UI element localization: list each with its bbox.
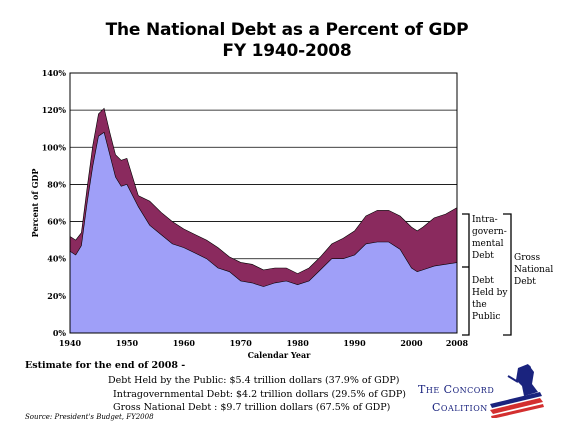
x-tick-label: 2000 — [400, 338, 423, 348]
y-axis-label: Percent of GDP — [30, 169, 40, 238]
y-tick-labels: 0% 20% 40% 60% 80% 100% 120% 140% — [42, 68, 67, 338]
x-tick-label: 1940 — [59, 338, 82, 348]
x-tick-label: 2008 — [446, 338, 469, 348]
estimate-heading: Estimate for the end of 2008 - — [25, 360, 186, 371]
annotation-gross-national-debt: Gross National Debt — [514, 253, 553, 287]
bracket-gross — [503, 213, 512, 336]
y-tick-label: 60% — [47, 217, 66, 227]
estimate-gross: Gross National Debt : $9.7 trillion doll… — [113, 402, 391, 413]
source-note: Source: President's Budget, FY2008 — [25, 413, 154, 421]
x-axis-label: Calendar Year — [248, 350, 312, 360]
annotation-line: mental — [472, 239, 504, 249]
bracket-intragov-public — [462, 213, 470, 336]
annotation-line: Public — [472, 312, 500, 322]
x-tick-label: 1980 — [287, 338, 310, 348]
debt-chart: 0%20%40%60%80%100%120%140% 1940 1950 1960 1… — [30, 68, 553, 360]
x-tick-label: 1960 — [173, 338, 196, 348]
plot-frame — [69, 72, 458, 334]
annotation-line: govern- — [472, 227, 507, 237]
y-tick-label: 0% — [53, 328, 67, 338]
x-tick-labels: 1940 1950 1960 1970 1980 1990 2000 2008 — [59, 338, 469, 348]
estimate-public: Debt Held by the Public: $5.4 trillion d… — [108, 375, 400, 386]
x-tick-label: 1970 — [230, 338, 253, 348]
logo-text-line1: The Concord — [418, 383, 495, 396]
estimate-intragov: Intragovernmental Debt: $4.2 trillion do… — [113, 389, 406, 400]
minuteman-flag-icon — [490, 364, 544, 418]
annotation-line: Debt — [514, 277, 536, 287]
y-tick-label: 120% — [42, 105, 67, 115]
annotation-line: Intra- — [472, 215, 498, 225]
logo-text-line2: Coalition — [432, 401, 488, 414]
y-tick-label: 100% — [42, 142, 67, 152]
x-tick-label: 1990 — [343, 338, 366, 348]
annotation-line: Debt — [472, 251, 494, 261]
y-tick-label: 40% — [47, 254, 66, 264]
chart-title-line1: The National Debt as a Percent of GDP — [105, 20, 469, 40]
annotation-line: the — [472, 300, 487, 310]
y-tick-label: 20% — [47, 291, 66, 301]
y-tick-label: 80% — [47, 179, 66, 189]
annotation-line: Gross — [514, 253, 541, 263]
annotation-line: Held by — [472, 288, 508, 298]
y-tick-label: 140% — [42, 68, 67, 78]
annotation-intragovernmental-debt: Intra-govern-mental Debt — [472, 215, 507, 261]
x-tick-label: 1950 — [116, 338, 139, 348]
annotation-debt-held-by-public: Debt Held by the Public — [472, 276, 508, 322]
annotation-line: National — [514, 265, 553, 275]
chart-title-line2: FY 1940-2008 — [222, 41, 352, 61]
annotation-line: Debt — [472, 276, 494, 286]
series-area-debt-held-by-public — [69, 131, 458, 334]
